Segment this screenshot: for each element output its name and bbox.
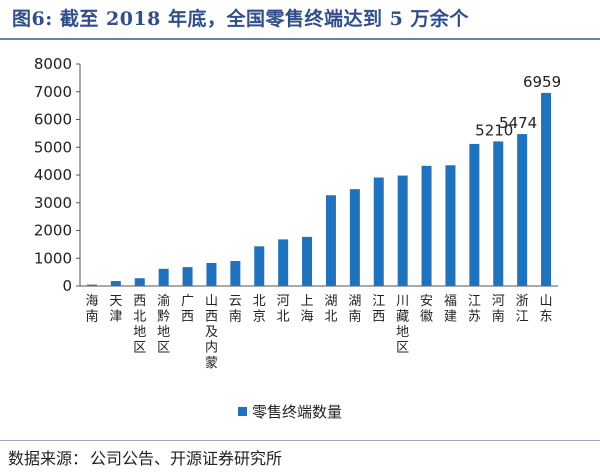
legend-label: 零售终端数量 [252,403,342,421]
y-tick-label: 8000 [34,55,72,73]
x-tick-label: 河南 [492,294,505,325]
bar [254,246,265,286]
y-tick-label: 3000 [34,194,72,212]
y-tick-label: 5000 [34,138,72,156]
legend-swatch [238,407,247,416]
bar [373,177,384,286]
data-label: 5474 [499,114,537,132]
source-divider [0,440,600,441]
x-tick-label: 江苏 [468,294,481,325]
bar [397,175,408,286]
bar [541,92,552,286]
x-tick-label: 福建 [444,294,457,325]
bar [278,239,289,286]
source-text: 公司公告、开源证券研究所 [90,449,283,468]
x-tick-label: 北京 [253,294,266,325]
x-tick-label: 海南 [85,294,98,325]
y-tick-label: 1000 [34,249,72,267]
figure-title: 截至 2018 年底，全国零售终端达到 5 万余个 [59,8,469,30]
x-tick-label: 浙江 [516,294,529,325]
data-label: 6959 [523,73,561,91]
y-tick-label: 6000 [34,111,72,129]
title-divider [0,38,600,40]
data-label: 5210 [475,121,513,139]
bar [517,134,528,286]
bar [469,143,480,286]
x-tick-label: 河北 [277,294,290,325]
x-tick-label: 安徽 [420,294,433,325]
x-tick-label: 渝黔地区 [157,293,170,356]
bar-chart: 0 1000 2000 3000 4000 5000 6000 7000 8000 521054… [34,55,561,421]
y-tick-label: 7000 [34,83,72,101]
x-tick-label: 天津 [109,294,122,325]
bar [134,278,145,286]
y-tick-label: 0 [62,277,72,295]
bar [110,281,121,286]
y-axis: 0 1000 2000 3000 4000 5000 6000 7000 8000 [34,55,558,295]
bar [302,236,313,286]
figure-label: 图6: [12,8,53,30]
x-tick-label: 湖北 [324,294,337,325]
bar [86,284,97,286]
legend: 零售终端数量 [238,403,342,421]
x-tick-label: 川藏地区 [396,294,409,356]
source-note: 数据来源： 公司公告、开源证券研究所 [8,445,282,469]
x-tick-label: 山西及内蒙 [205,294,218,371]
chart-title: 图6: 截至 2018 年底，全国零售终端达到 5 万余个 [12,4,469,31]
bar-series [86,92,552,286]
x-tick-label: 上海 [301,294,314,325]
bar [158,268,169,286]
bar [421,165,432,286]
x-axis-tick-labels: 海南天津西北地区渝黔地区广西山西及内蒙云南北京河北上海湖北湖南江西川藏地区安徽福… [85,293,552,371]
bar [230,261,241,286]
bar [349,189,360,286]
bar [325,195,336,286]
bar [445,165,456,286]
bar [182,267,193,286]
x-tick-label: 山东 [540,294,553,325]
bar [206,262,217,286]
x-tick-label: 云南 [229,294,242,325]
x-tick-label: 广西 [181,294,194,325]
x-tick-label: 西北地区 [133,294,146,356]
y-tick-label: 4000 [34,166,72,184]
x-tick-label: 湖南 [348,294,361,325]
bar [493,141,504,286]
x-tick-label: 江西 [372,294,385,325]
source-prefix: 数据来源： [8,449,89,468]
y-tick-label: 2000 [34,222,72,240]
